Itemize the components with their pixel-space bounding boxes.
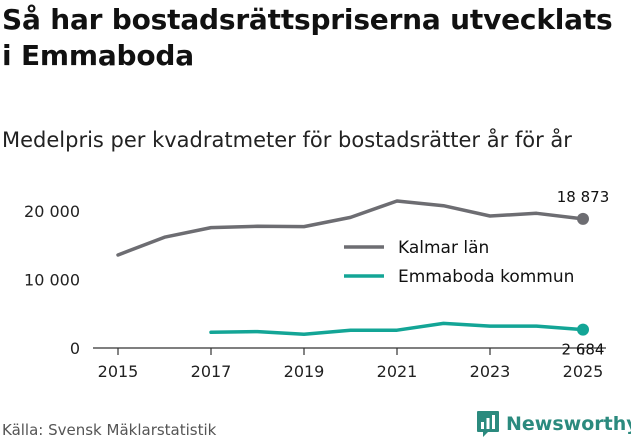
series-end-label: 2 684 xyxy=(562,341,605,359)
newsworthy-logo-icon xyxy=(477,411,499,437)
newsworthy-logo-text: Newsworthy xyxy=(506,413,631,435)
x-tick-label: 2023 xyxy=(470,362,511,381)
legend-label: Emmaboda kommun xyxy=(398,267,574,287)
chart-title: Så har bostadsrättspriserna utvecklats i… xyxy=(2,3,613,72)
y-tick-label: 20 000 xyxy=(24,202,80,221)
source-note: Källa: Svensk Mäklarstatistik xyxy=(2,421,217,439)
x-tick-label: 2017 xyxy=(191,362,232,381)
x-tick-label: 2015 xyxy=(98,362,139,381)
series-line-emmaboda-kommun xyxy=(209,321,585,337)
x-tick-label: 2019 xyxy=(284,362,325,381)
series-end-label: 18 873 xyxy=(557,188,610,206)
y-tick-label: 10 000 xyxy=(24,271,80,290)
series-end-point xyxy=(577,323,589,336)
legend-label: Kalmar län xyxy=(398,238,489,258)
newsworthy-logo: Newsworthy xyxy=(476,410,631,438)
chart-subtitle: Medelpris per kvadratmeter för bostadsrä… xyxy=(2,128,572,152)
x-tick-label: 2021 xyxy=(377,362,418,381)
series-end-point xyxy=(577,212,589,225)
x-tick-label: 2025 xyxy=(563,362,604,381)
y-tick-label: 0 xyxy=(70,339,80,358)
series-line-kalmar-lan xyxy=(116,199,585,257)
